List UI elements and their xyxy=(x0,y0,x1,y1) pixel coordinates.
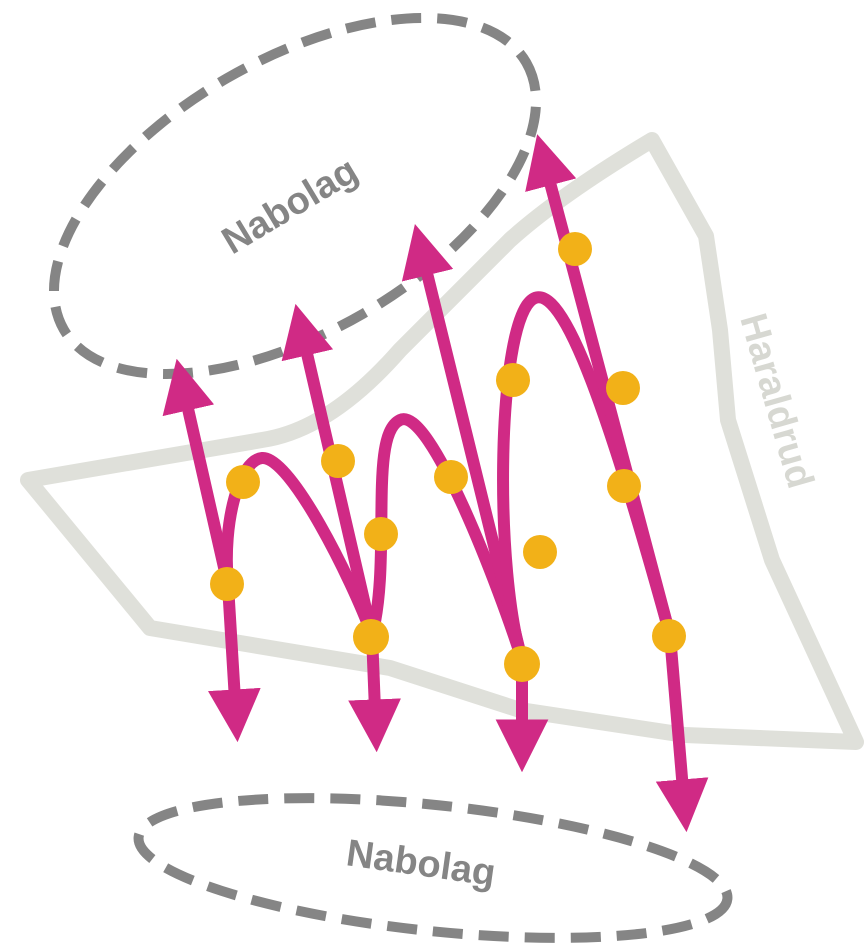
stop-point xyxy=(353,619,389,655)
route-loop-1 xyxy=(220,452,378,641)
stop-point xyxy=(434,460,468,494)
stops-group xyxy=(210,232,686,682)
stop-point xyxy=(226,465,260,499)
stop-point xyxy=(558,232,592,266)
route-arrow-down-1 xyxy=(208,579,261,743)
neighborhood-top-label: Nabolag xyxy=(215,150,365,263)
stop-point xyxy=(321,444,355,478)
route-arrow-down-4 xyxy=(655,629,709,833)
stop-point xyxy=(606,371,640,405)
stop-point xyxy=(364,517,398,551)
stop-point xyxy=(504,646,540,682)
stop-point xyxy=(523,535,557,569)
neighborhood-bottom-label: Nabolag xyxy=(344,832,498,894)
neighborhood-bottom-ellipse xyxy=(133,793,733,943)
stop-point xyxy=(607,469,641,503)
neighborhood-top-ellipse xyxy=(48,12,542,380)
haraldrud-area-outline xyxy=(20,132,864,750)
route-loop-3 xyxy=(497,291,676,666)
stop-point xyxy=(210,567,244,601)
stop-point xyxy=(652,619,686,653)
route-arrow-up-2 xyxy=(281,303,378,641)
stop-point xyxy=(496,363,530,397)
